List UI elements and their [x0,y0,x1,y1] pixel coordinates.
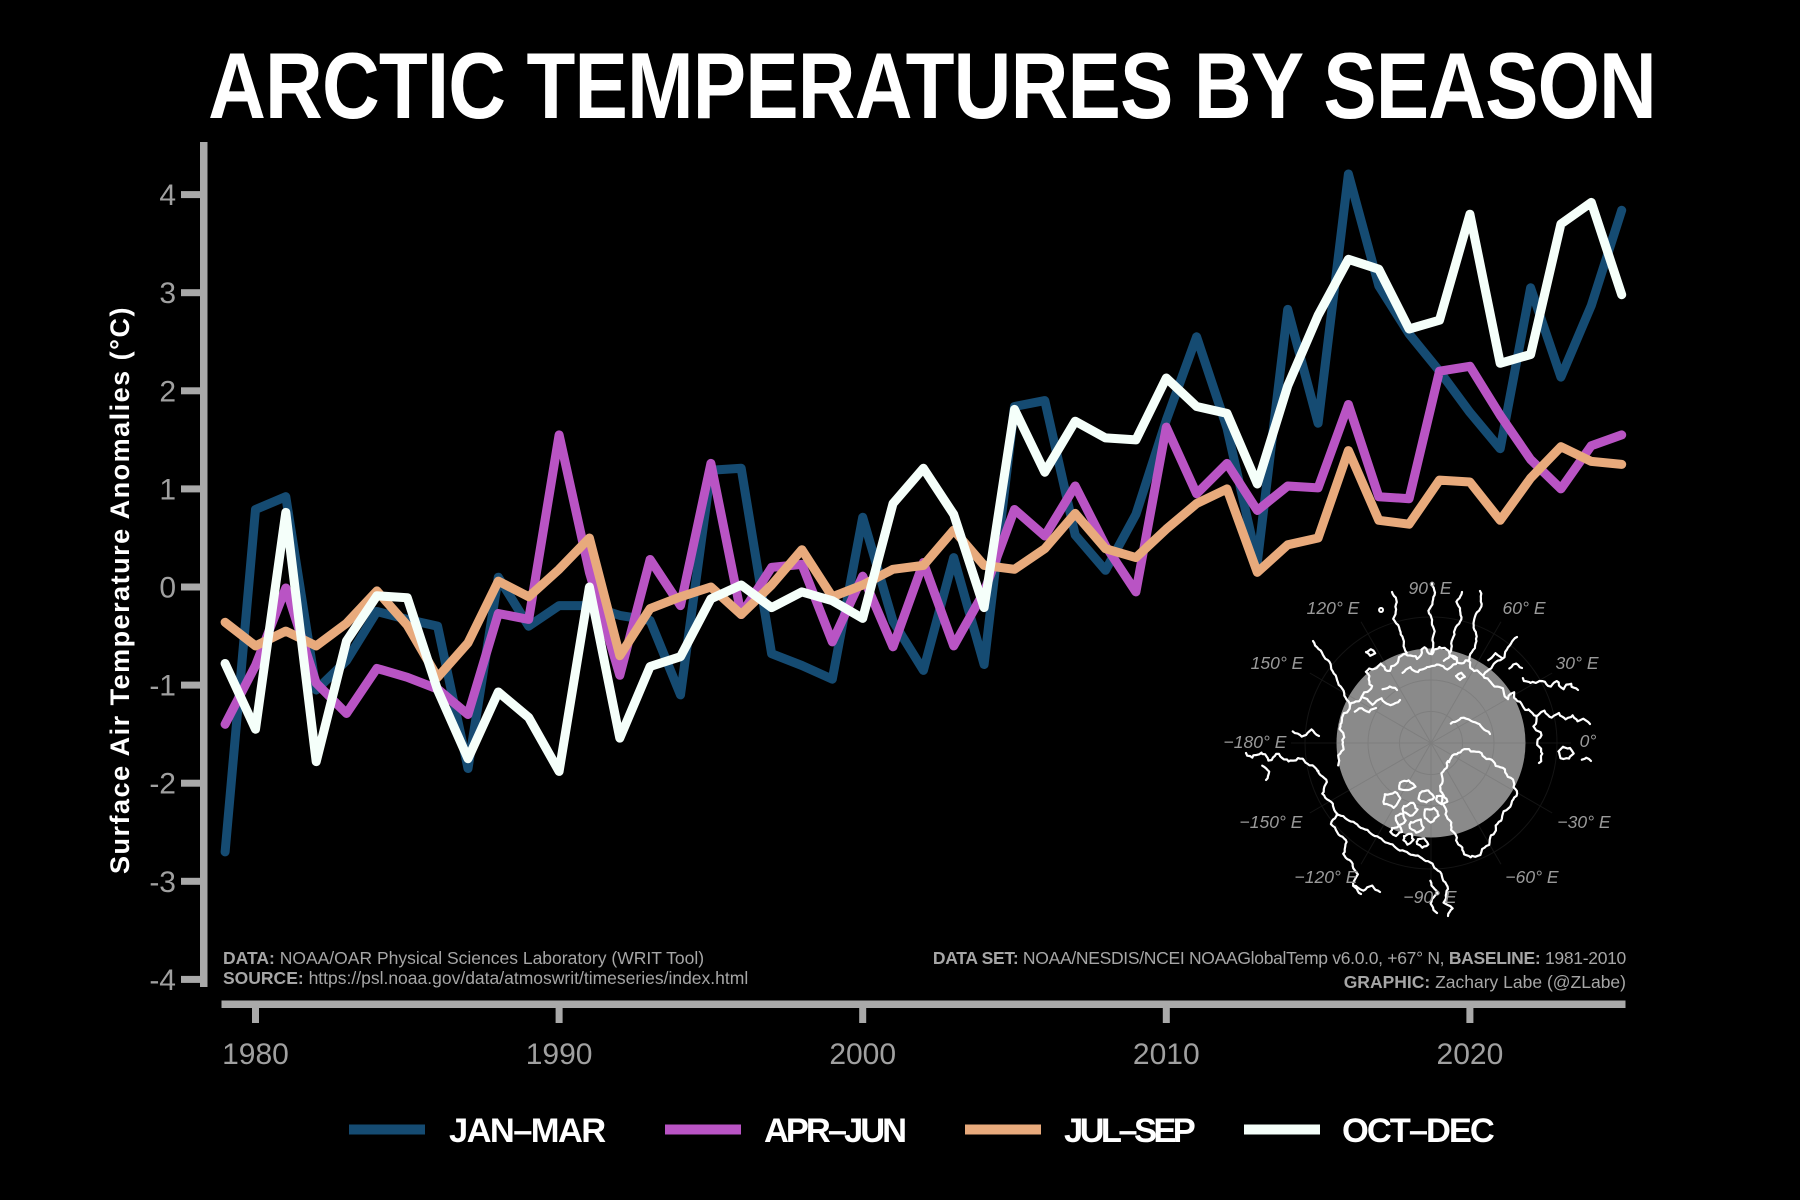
svg-text:150° E: 150° E [1251,653,1304,673]
svg-text:120° E: 120° E [1307,598,1360,618]
svg-text:JUL–SEP: JUL–SEP [1064,1112,1195,1150]
svg-text:−90° E: −90° E [1403,887,1457,907]
svg-text:1980: 1980 [222,1038,289,1071]
svg-text:DATA SET: NOAA/NESDIS/NCEI NOA: DATA SET: NOAA/NESDIS/NCEI NOAAGlobalTem… [933,948,1627,968]
svg-text:90° E: 90° E [1409,578,1452,598]
svg-text:-1: -1 [149,670,176,703]
svg-text:-4: -4 [149,964,176,997]
svg-text:1990: 1990 [526,1038,593,1071]
svg-text:GRAPHIC: Zachary Labe (@ZLabe): GRAPHIC: Zachary Labe (@ZLabe) [1344,972,1626,992]
svg-text:4: 4 [159,179,176,212]
svg-text:−120° E: −120° E [1295,867,1358,887]
svg-text:2020: 2020 [1437,1038,1504,1071]
svg-text:−150° E: −150° E [1240,812,1303,832]
svg-text:JAN–MAR: JAN–MAR [449,1112,606,1150]
svg-text:60° E: 60° E [1503,598,1546,618]
svg-text:2000: 2000 [829,1038,896,1071]
svg-text:ARCTIC TEMPERATURES BY SEASON: ARCTIC TEMPERATURES BY SEASON [208,34,1656,138]
svg-text:-2: -2 [149,768,176,801]
svg-text:2010: 2010 [1133,1038,1200,1071]
svg-text:−60° E: −60° E [1505,867,1559,887]
svg-text:-3: -3 [149,866,176,899]
svg-text:OCT–DEC: OCT–DEC [1342,1112,1494,1150]
svg-text:DATA: NOAA/OAR Physical Scienc: DATA: NOAA/OAR Physical Sciences Laborat… [223,948,704,968]
svg-text:2: 2 [159,375,176,408]
svg-text:1: 1 [159,473,176,506]
svg-text:SOURCE: https://psl.noaa.gov/d: SOURCE: https://psl.noaa.gov/data/atmosw… [223,968,748,988]
svg-text:0°: 0° [1580,731,1597,751]
svg-text:Surface Air Temperature Anomal: Surface Air Temperature Anomalies (°C) [105,306,135,874]
svg-text:APR–JUN: APR–JUN [764,1112,905,1150]
svg-text:0: 0 [159,572,176,605]
svg-text:30° E: 30° E [1556,653,1599,673]
svg-text:−30° E: −30° E [1557,812,1611,832]
svg-text:−180° E: −180° E [1224,732,1287,752]
svg-text:3: 3 [159,277,176,310]
